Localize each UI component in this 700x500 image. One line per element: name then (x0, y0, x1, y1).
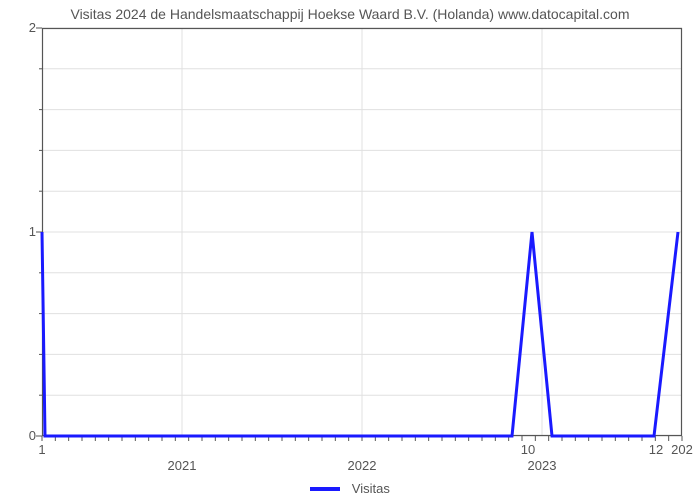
y-tick-label: 1 (6, 224, 36, 239)
legend: Visitas (0, 480, 700, 496)
y-tick-label: 2 (6, 20, 36, 35)
x-major-label: 2022 (348, 458, 377, 473)
plot-area (42, 28, 682, 436)
x-edge-label: 202 (671, 442, 693, 457)
x-edge-label: 10 (521, 442, 535, 457)
x-major-label: 2023 (528, 458, 557, 473)
y-tick-label: 0 (6, 428, 36, 443)
legend-swatch (310, 487, 340, 491)
chart-title: Visitas 2024 de Handelsmaatschappij Hoek… (0, 6, 700, 22)
line-chart-svg (42, 28, 682, 436)
chart-container: Visitas 2024 de Handelsmaatschappij Hoek… (0, 0, 700, 500)
legend-label: Visitas (352, 481, 390, 496)
x-edge-label: 12 (649, 442, 663, 457)
x-major-label: 2021 (168, 458, 197, 473)
x-edge-label: 1 (38, 442, 45, 457)
